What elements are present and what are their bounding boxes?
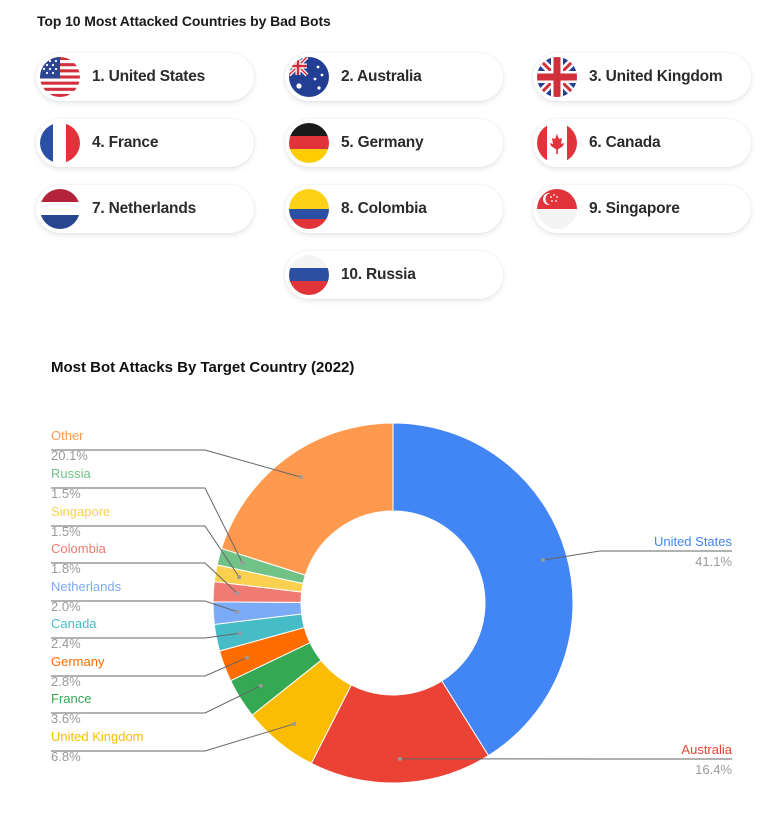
country-card: 1. United States (36, 53, 254, 101)
slice-percent-label: 2.8% (51, 674, 81, 689)
chart-title: Most Bot Attacks By Target Country (2022… (51, 359, 355, 376)
slice-percent-label: 1.5% (51, 486, 81, 501)
slice-label: United Kingdom (51, 729, 144, 744)
australia-flag-icon (289, 57, 329, 97)
slice-percent-label: 1.5% (51, 524, 81, 539)
country-card: 9. Singapore (533, 185, 751, 233)
leader-dot (237, 631, 242, 636)
leader-line (51, 685, 261, 714)
slice-percent-label: 2.4% (51, 636, 81, 651)
leader-dot (258, 683, 263, 688)
page-title: Top 10 Most Attacked Countries by Bad Bo… (37, 13, 331, 29)
country-label: 7. Netherlands (92, 200, 197, 217)
leader-line (51, 600, 238, 613)
germany-flag-icon (289, 123, 329, 163)
leader-dot (298, 475, 303, 480)
country-label: 9. Singapore (589, 200, 680, 217)
country-card: 2. Australia (285, 53, 503, 101)
russia-flag-icon (289, 255, 329, 295)
donut-slice-united-states (392, 422, 574, 757)
country-label: 1. United States (92, 68, 206, 85)
leader-dot (397, 756, 402, 761)
donut-slice-other (220, 422, 394, 576)
country-label: 10. Russia (341, 266, 416, 283)
leader-line (51, 487, 243, 564)
country-card: 5. Germany (285, 119, 503, 167)
country-label: 3. United Kingdom (589, 68, 723, 85)
country-label: 2. Australia (341, 68, 422, 85)
leader-line (51, 632, 241, 639)
singapore-flag-icon (537, 189, 577, 229)
slice-percent-label: 3.6% (51, 711, 81, 726)
slice-label: Canada (51, 616, 97, 631)
country-card: 7. Netherlands (36, 185, 254, 233)
netherlands-flag-icon (40, 189, 80, 229)
slice-percent-label: 2.0% (51, 599, 81, 614)
country-card: 3. United Kingdom (533, 53, 751, 101)
leader-line (51, 723, 295, 752)
country-card: 4. France (36, 119, 254, 167)
slice-label: Germany (51, 654, 105, 669)
uk-flag-icon (537, 57, 577, 97)
slice-percent-label: 20.1% (51, 448, 88, 463)
country-label: 5. Germany (341, 134, 424, 151)
leader-line (51, 657, 248, 677)
slice-label: Singapore (51, 504, 110, 519)
leader-line (542, 550, 732, 561)
leader-dot (237, 575, 242, 580)
slice-label: Netherlands (51, 579, 122, 594)
country-label: 4. France (92, 134, 159, 151)
slice-percent-label: 1.8% (51, 561, 81, 576)
leader-line (51, 562, 238, 594)
slice-label: Colombia (51, 541, 107, 556)
country-label: 8. Colombia (341, 200, 427, 217)
country-card: 10. Russia (285, 251, 503, 299)
canada-flag-icon (537, 123, 577, 163)
leader-line (51, 525, 240, 578)
us-flag-icon (40, 57, 80, 97)
country-card: 6. Canada (533, 119, 751, 167)
leader-dot (244, 655, 249, 660)
slice-percent-label: 41.1% (695, 554, 732, 569)
slice-label: France (51, 691, 91, 706)
donut-chart: United States 41.1% Australia 16.4% United K… (51, 422, 733, 784)
slice-label: Australia (681, 742, 732, 757)
leader-dot (235, 591, 240, 596)
leader-dot (235, 609, 240, 614)
leader-dot (240, 560, 245, 565)
slice-percent-label: 6.8% (51, 749, 81, 764)
donut-slice-australia (310, 680, 490, 784)
leader-line (51, 449, 302, 478)
france-flag-icon (40, 123, 80, 163)
country-label: 6. Canada (589, 134, 661, 151)
slice-label: United States (654, 534, 733, 549)
colombia-flag-icon (289, 189, 329, 229)
slice-label: Russia (51, 466, 92, 481)
country-card: 8. Colombia (285, 185, 503, 233)
slice-label: Other (51, 428, 84, 443)
slice-percent-label: 16.4% (695, 762, 732, 777)
leader-dot (540, 557, 545, 562)
leader-dot (292, 721, 297, 726)
